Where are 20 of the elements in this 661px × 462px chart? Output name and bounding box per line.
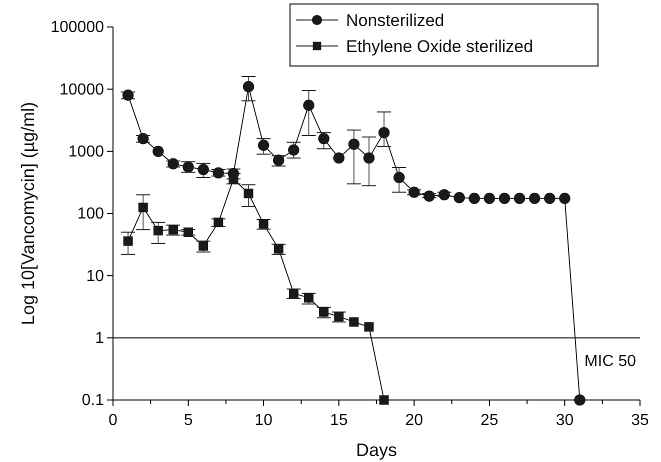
- x-tick-label: 35: [631, 412, 649, 429]
- y-tick-label: 10: [86, 268, 104, 285]
- y-tick-label: 100000: [50, 19, 104, 36]
- y-tick-label: 0.1: [82, 392, 104, 410]
- y-tick-label: 10000: [60, 81, 104, 98]
- x-tick-label: 0: [108, 412, 118, 429]
- legend-label: Ethylene Oxide sterilized: [346, 37, 534, 56]
- x-tick-label: 10: [254, 412, 273, 429]
- x-tick-label: 5: [184, 412, 193, 429]
- x-tick-label: 25: [480, 412, 498, 429]
- x-axis-title: Days: [356, 440, 398, 460]
- legend-label: Nonsterilized: [346, 11, 444, 30]
- y-tick-label: 1000: [68, 143, 104, 160]
- ref-line-label: MIC 50: [584, 352, 636, 370]
- y-axis-title: Log 10[Vancomycin] (µg/ml): [18, 102, 38, 326]
- x-tick-label: 15: [330, 412, 348, 429]
- y-tick-label: 1: [95, 330, 104, 347]
- x-tick-label: 20: [405, 412, 424, 429]
- y-tick-label: 100: [77, 206, 104, 223]
- x-tick-label: 30: [556, 412, 574, 429]
